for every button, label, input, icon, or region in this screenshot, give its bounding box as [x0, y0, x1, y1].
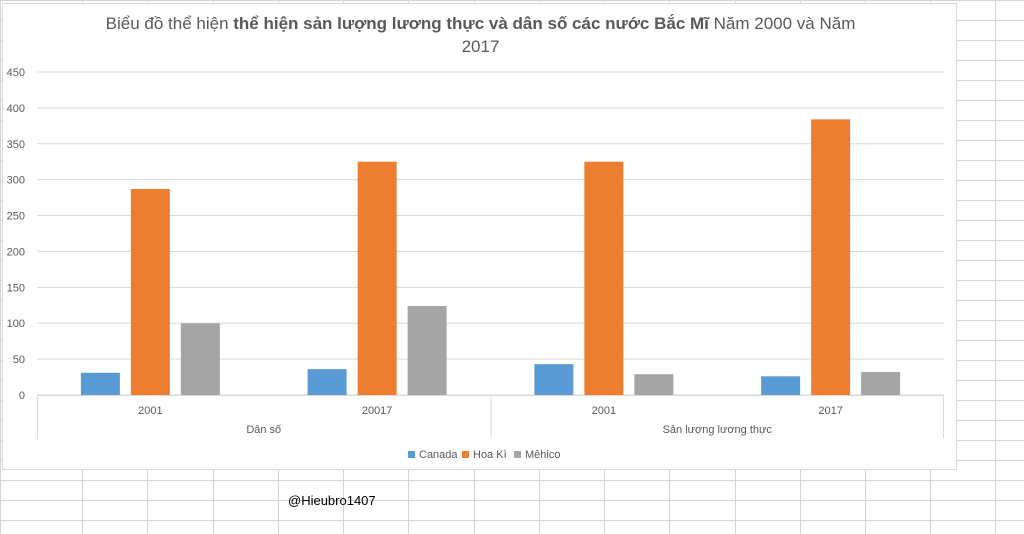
bar[interactable]	[634, 374, 674, 395]
x-tick-label: 2001	[592, 405, 616, 417]
y-tick-label: 100	[7, 318, 25, 330]
bar[interactable]	[307, 369, 347, 395]
legend-label: Hoa Kì	[473, 449, 507, 461]
y-tick-label: 400	[7, 103, 25, 115]
bar[interactable]	[130, 188, 170, 395]
legend-label: Canada	[419, 449, 458, 461]
legend-swatch	[408, 451, 415, 458]
legend-swatch	[462, 451, 469, 458]
chart-title: Biểu đồ thể hiện thể hiện sản lượng lươn…	[3, 14, 958, 34]
x-tick-label: 20017	[362, 405, 393, 417]
bar[interactable]	[761, 376, 801, 395]
x-tick-label: 2001	[138, 405, 162, 417]
chart-area[interactable]: Biểu đồ thể hiện thể hiện sản lượng lươn…	[2, 3, 957, 470]
bar[interactable]	[180, 323, 220, 395]
y-tick-label: 0	[19, 390, 25, 402]
bar[interactable]	[861, 372, 901, 395]
bar[interactable]	[407, 305, 447, 395]
x-tick-label: 2017	[818, 405, 842, 417]
bar[interactable]	[534, 364, 574, 395]
y-tick-label: 50	[13, 354, 25, 366]
y-tick-label: 450	[7, 67, 25, 79]
x-group-label: Dân số	[246, 424, 281, 436]
credit-text: @Hieubro1407	[288, 493, 376, 508]
chart-title-line2: 2017	[461, 37, 500, 56]
y-tick-label: 150	[7, 282, 25, 294]
x-group-label: Sản lượng lương thực	[663, 424, 773, 436]
y-tick-label: 350	[7, 139, 25, 151]
chart-title-bold: thể hiện sản lượng lương thực và dân số …	[233, 14, 709, 33]
legend-label: Mêhico	[525, 449, 560, 461]
y-tick-label: 250	[7, 211, 25, 223]
chart-plot: 0 50 100 150 200 250 300 350 400 450 2001 20017 Dân …	[7, 67, 944, 461]
y-tick-label: 200	[7, 246, 25, 258]
bar[interactable]	[357, 161, 397, 395]
bar[interactable]	[80, 372, 120, 395]
chart-title-tail: Năm 2000 và Năm	[708, 14, 856, 33]
bar[interactable]	[811, 119, 851, 395]
y-tick-label: 300	[7, 175, 25, 187]
bar[interactable]	[584, 161, 624, 395]
chart-title-lead: Biểu đồ thể hiện	[105, 14, 234, 33]
legend-swatch	[514, 451, 521, 458]
